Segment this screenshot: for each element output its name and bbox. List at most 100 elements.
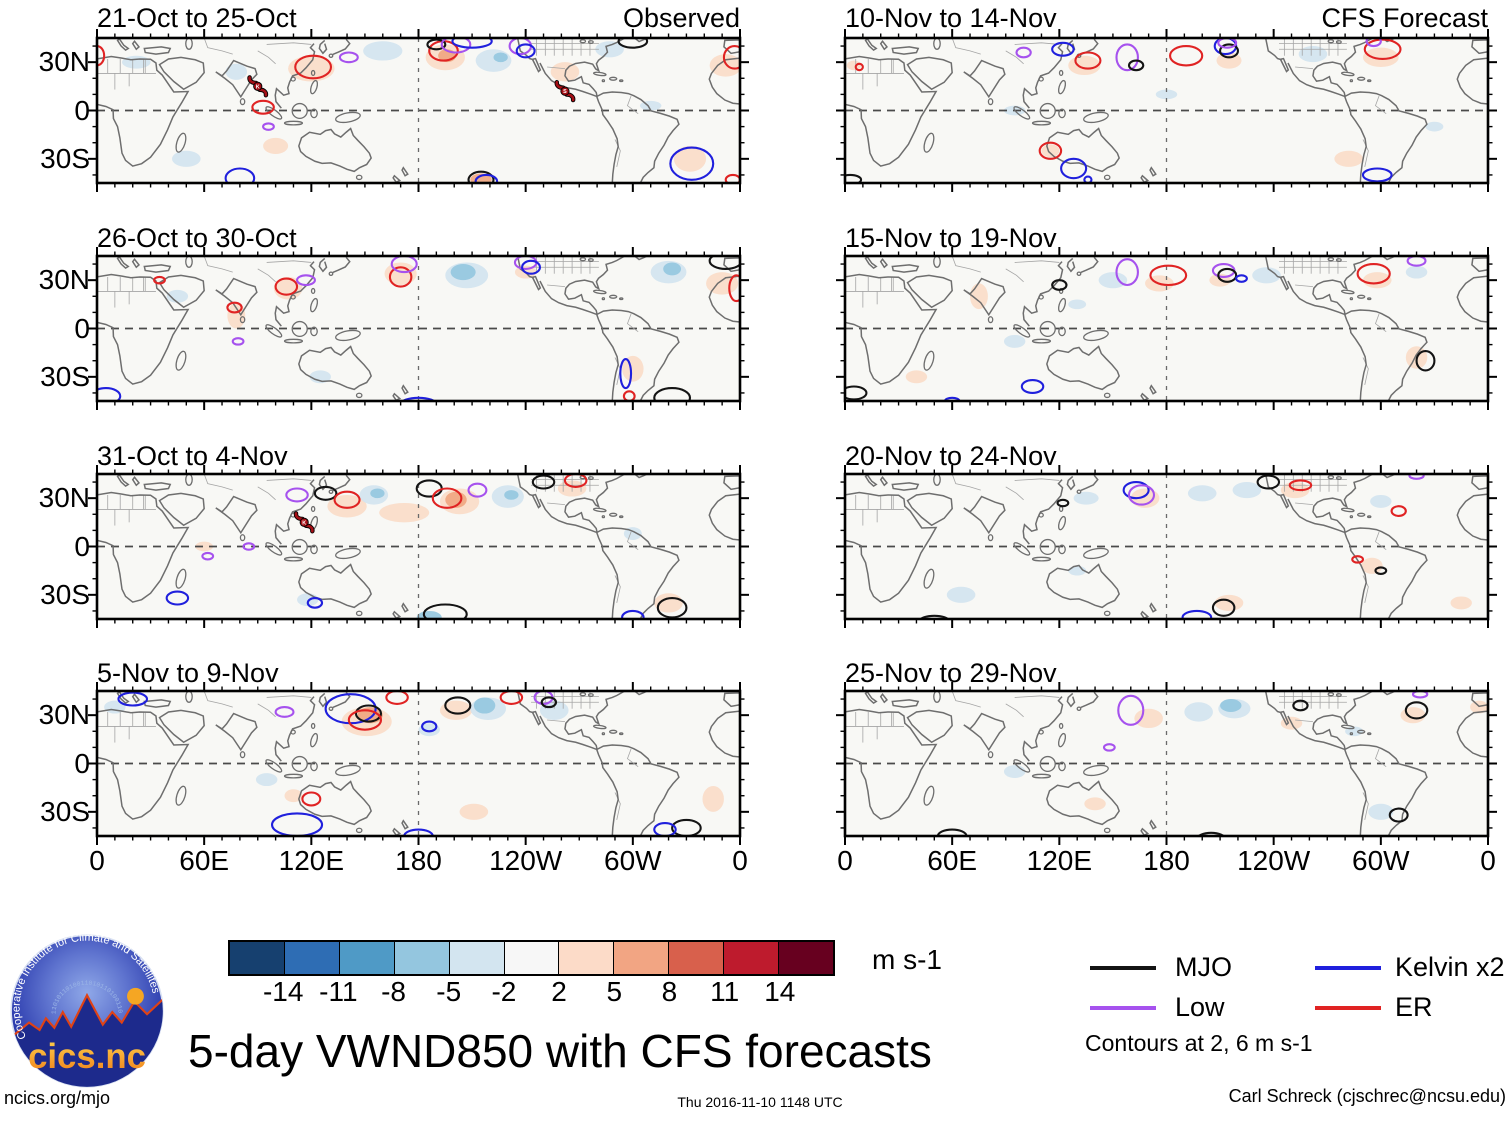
island-coastline [1012, 105, 1031, 121]
wave-contour-k [1256, 474, 1281, 490]
island-coastline [1040, 540, 1055, 555]
coastline [892, 47, 918, 54]
panel-date-label: 5-Nov to 9-Nov [97, 658, 279, 688]
wave-contour-r [274, 277, 299, 296]
island-coastline [922, 132, 935, 153]
lon-tick-label: 180 [1143, 845, 1190, 876]
coastline [1081, 692, 1098, 707]
wave-contour-r [1390, 505, 1407, 517]
anomaly-shade [263, 137, 289, 154]
legend-line-mjo [1090, 966, 1156, 970]
island-coastline [1350, 80, 1352, 82]
coastline [1266, 38, 1282, 60]
island-coastline [240, 535, 244, 541]
anomaly-shade [702, 786, 724, 812]
wave-contour-p [1406, 256, 1427, 267]
country-border [615, 793, 620, 820]
colorbar-segment [504, 942, 560, 974]
anomaly-shade [709, 54, 740, 77]
country-border [547, 285, 565, 287]
island-coastline [610, 295, 617, 298]
colorbar-unit: m s-1 [872, 944, 942, 975]
coastline [1266, 256, 1282, 278]
wave-contour-b [1181, 609, 1213, 619]
lon-tick-label: 60W [604, 845, 662, 876]
anomaly-shade [1068, 55, 1101, 76]
coastline [881, 41, 887, 49]
coastline [1345, 749, 1366, 836]
logo-mountains [11, 995, 163, 1087]
panel-date-label: 10-Nov to 14-Nov [845, 3, 1057, 33]
island-coastline [174, 568, 187, 589]
wave-contour-p [1115, 43, 1139, 72]
legend-line-er [1315, 1006, 1381, 1010]
country-border [952, 38, 981, 54]
island-coastline [934, 691, 940, 702]
wave-contour-k [1404, 701, 1429, 720]
country-border [1375, 749, 1386, 767]
country-border [1006, 51, 1024, 64]
coastline [275, 44, 314, 108]
wave-contour-k [313, 485, 338, 501]
coastline [1067, 476, 1074, 489]
coastline [1280, 495, 1288, 508]
island-coastline [1039, 730, 1043, 734]
island-coastline [329, 490, 333, 493]
coastline [144, 700, 170, 707]
island-coastline [593, 290, 606, 294]
wave-contour-r [301, 791, 322, 807]
wave-contour-k [540, 696, 558, 709]
map-canvas [836, 247, 1497, 410]
wave-contour-b [669, 146, 715, 181]
credit: Carl Schreck (cjschrec@ncsu.edu) [1228, 1086, 1506, 1106]
island-coastline [1105, 828, 1110, 832]
island-coastline [1350, 298, 1352, 300]
island-coastline [285, 121, 303, 125]
country-border [1363, 140, 1368, 167]
coastline [402, 386, 408, 394]
coastline [1313, 474, 1373, 532]
island-coastline [620, 80, 623, 82]
legend-line-low [1090, 1006, 1156, 1010]
coastline [892, 265, 918, 272]
panel-title-row: 15-Nov to 19-Nov [845, 222, 1488, 254]
anomaly-shade [225, 63, 248, 80]
wave-contour-p [1015, 46, 1032, 59]
island-coastline [1337, 259, 1342, 262]
wave-contour-r [347, 709, 383, 731]
island-coastline [1033, 557, 1051, 561]
coastline [1280, 712, 1288, 725]
coastline [133, 477, 139, 485]
wave-contour-r [388, 266, 413, 288]
coastline [333, 257, 350, 272]
anomaly-shade [416, 610, 442, 619]
anomaly-shade [504, 490, 519, 500]
wave-contour-b [515, 43, 536, 59]
island-coastline [329, 272, 333, 275]
coastline [597, 314, 618, 401]
wave-contour-k [1388, 807, 1409, 823]
colorbar-tick-labels: -14 -11 -8 -5 -2 2 5 8 11 14 [228, 976, 835, 1010]
coastline [597, 92, 679, 183]
coastline [724, 40, 740, 53]
anomaly-shade [1362, 47, 1399, 67]
wave-contour-r [563, 474, 588, 488]
coastline [866, 692, 877, 703]
coastline [1023, 480, 1062, 544]
tropical-cyclone-icon: K [293, 511, 315, 534]
island-coastline [335, 764, 362, 778]
coastline [565, 474, 625, 532]
lon-tick-label: 120E [278, 845, 345, 876]
figure-title: 5-day VWND850 with CFS forecasts [188, 1025, 932, 1077]
coastline [216, 497, 257, 533]
wave-contour-k [1217, 267, 1238, 283]
coastline [565, 691, 625, 749]
island-coastline [1341, 290, 1354, 294]
anomaly-shade [1003, 334, 1026, 348]
coastline [908, 493, 953, 525]
lat-tick-label: 30N [38, 482, 90, 513]
coastline [964, 714, 1005, 750]
anomaly-shade [1370, 494, 1392, 508]
wave-contour-b [270, 812, 324, 836]
coastline [333, 39, 350, 54]
